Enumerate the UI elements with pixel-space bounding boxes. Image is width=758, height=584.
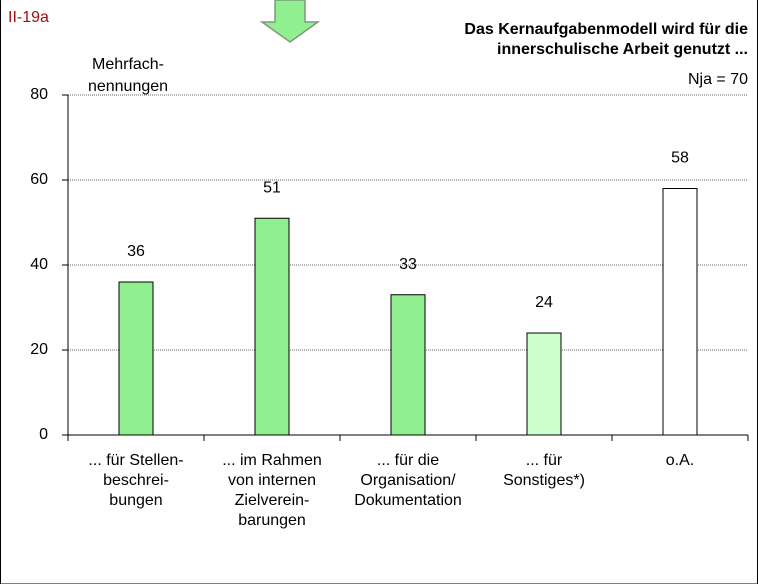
bar	[118, 281, 154, 436]
arrow-icon	[259, 0, 321, 43]
bar	[254, 217, 290, 436]
bar	[526, 332, 562, 436]
data-label: 58	[671, 150, 689, 167]
data-label: 51	[263, 179, 281, 196]
y-tick-label: 80	[30, 86, 48, 103]
data-label: 24	[535, 294, 553, 311]
figure-label: II-19a	[8, 9, 49, 26]
x-tick-label: ... im Rahmen	[222, 452, 322, 469]
x-tick-label: ... für Stellen-	[88, 452, 183, 469]
x-tick-label: Zielverein-	[235, 492, 310, 509]
y-axis-label: Mehrfach-	[92, 56, 164, 73]
x-tick-label: o.A.	[666, 452, 694, 469]
y-tick-label: 0	[39, 426, 48, 443]
x-tick-label: von internen	[228, 472, 316, 489]
data-label: 36	[127, 243, 145, 260]
x-tick-label: bungen	[109, 492, 162, 509]
chart-title: Das Kernaufgabenmodell wird für die	[464, 21, 748, 38]
x-tick-label: ... für	[526, 452, 563, 469]
bar	[390, 294, 426, 436]
y-tick-label: 60	[30, 171, 48, 188]
data-label: 33	[399, 256, 417, 273]
y-tick-label: 40	[30, 256, 48, 273]
x-tick-label: Dokumentation	[354, 492, 462, 509]
bar	[662, 188, 698, 436]
x-tick-label: Organisation/	[360, 472, 456, 489]
annotation: Nja = 70	[688, 71, 748, 88]
x-tick-label: beschrei-	[103, 472, 169, 489]
x-tick-label: ... für die	[377, 452, 439, 469]
chart-title: innerschulische Arbeit genutzt ...	[497, 41, 748, 58]
y-tick-label: 20	[30, 341, 48, 358]
y-axis-label: nennungen	[88, 78, 168, 95]
x-tick-label: Sonstiges*)	[503, 472, 585, 489]
x-tick-label: barungen	[238, 512, 306, 529]
